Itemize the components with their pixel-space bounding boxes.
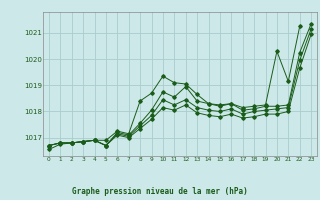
Text: Graphe pression niveau de la mer (hPa): Graphe pression niveau de la mer (hPa) xyxy=(72,187,248,196)
